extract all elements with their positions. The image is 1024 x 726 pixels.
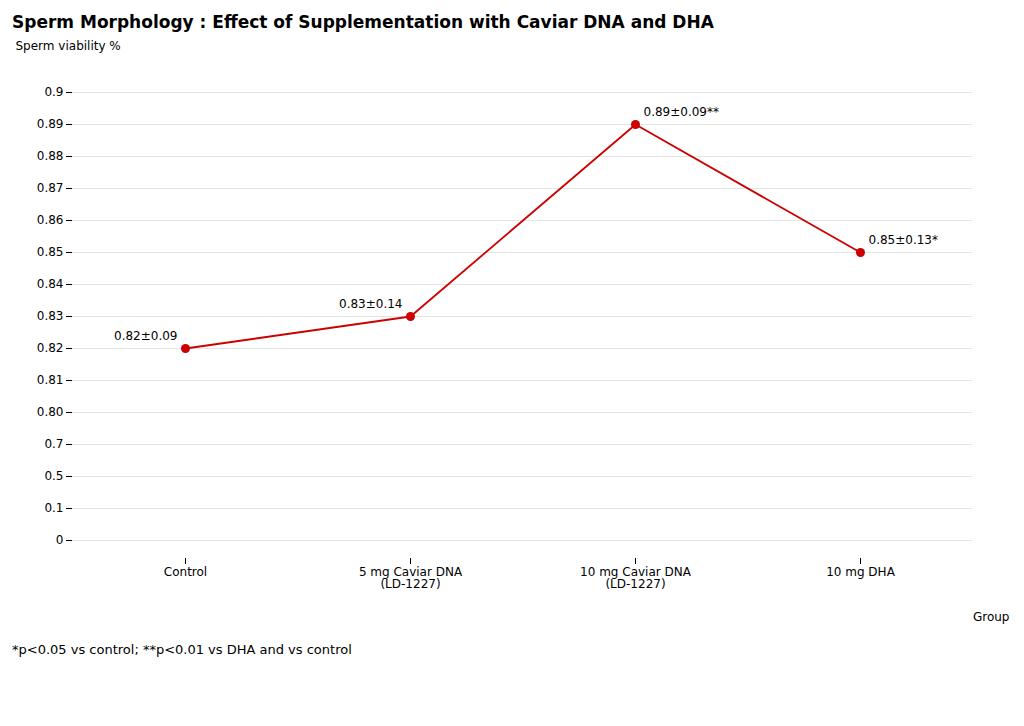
- html-text:Sperm Morphology : Effect of S: Sperm Morphology : Effect of Supplementa…: [12, 12, 714, 32]
- svg-text:Sperm viability %: Sperm viability %: [16, 39, 121, 53]
- svg-text:0.83: 0.83: [37, 309, 64, 323]
- svg-text:0.80: 0.80: [37, 405, 64, 419]
- svg-text:0.83±0.14: 0.83±0.14: [339, 297, 403, 311]
- svg-text:0.5: 0.5: [44, 469, 63, 483]
- svg-text:Group: Group: [973, 610, 1010, 624]
- svg-text:0.9: 0.9: [44, 85, 63, 99]
- svg-text:0.81: 0.81: [37, 373, 64, 387]
- svg-text:0.88: 0.88: [37, 149, 64, 163]
- svg-text:0.89: 0.89: [37, 117, 64, 131]
- svg-text:0.82: 0.82: [37, 341, 64, 355]
- svg-text:10 mg Caviar DNA(LD-1227): 10 mg Caviar DNA(LD-1227): [580, 565, 692, 591]
- svg-text:0: 0: [56, 533, 64, 547]
- svg-text:0.7: 0.7: [44, 437, 63, 451]
- svg-text:0.84: 0.84: [37, 277, 64, 291]
- svg-text:0.89±0.09**: 0.89±0.09**: [644, 105, 720, 119]
- svg-text:10 mg DHA: 10 mg DHA: [826, 565, 895, 579]
- svg-text:0.82±0.09: 0.82±0.09: [114, 329, 178, 343]
- svg-text:5 mg Caviar DNA(LD-1227): 5 mg Caviar DNA(LD-1227): [359, 565, 463, 591]
- svg-text:0.1: 0.1: [44, 501, 63, 515]
- svg-text:0.85: 0.85: [37, 245, 64, 259]
- svg-text:Control: Control: [164, 565, 207, 579]
- svg-text:0.85±0.13*: 0.85±0.13*: [869, 233, 939, 247]
- svg-text:0.87: 0.87: [37, 181, 64, 195]
- svg-text:0.86: 0.86: [37, 213, 64, 227]
- html-text:*p<0.05 vs control; **p<0.01 v: *p<0.05 vs control; **p<0.01 vs DHA and …: [12, 642, 352, 657]
